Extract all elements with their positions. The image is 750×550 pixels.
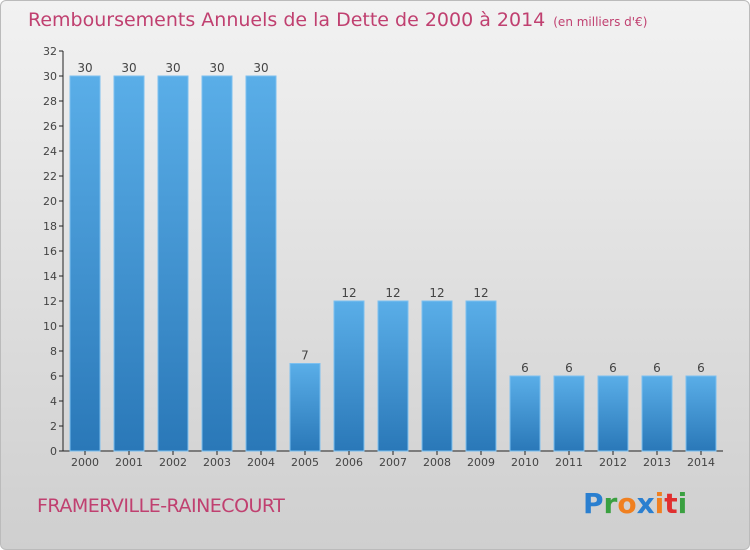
y-tick-label: 28 — [43, 95, 57, 108]
value-label: 6 — [609, 361, 617, 375]
logo-letter: o — [617, 487, 637, 520]
bar-2012 — [597, 375, 629, 452]
x-tick-label: 2003 — [203, 456, 231, 469]
y-tick-label: 2 — [50, 420, 57, 433]
x-tick-label: 2008 — [423, 456, 451, 469]
value-label: 30 — [253, 61, 268, 75]
y-tick-label: 18 — [43, 220, 57, 233]
value-label: 30 — [209, 61, 224, 75]
y-tick-label: 22 — [43, 170, 57, 183]
value-label: 6 — [697, 361, 705, 375]
y-tick-label: 4 — [50, 395, 57, 408]
value-label: 30 — [77, 61, 92, 75]
bar-2005 — [289, 363, 321, 452]
y-tick-label: 30 — [43, 70, 57, 83]
y-tick-label: 16 — [43, 245, 57, 258]
bar-2011 — [553, 375, 585, 452]
value-label: 12 — [429, 286, 444, 300]
x-tick-label: 2012 — [599, 456, 627, 469]
bar-2003 — [201, 75, 233, 452]
bar-2006 — [333, 300, 365, 452]
x-tick-label: 2002 — [159, 456, 187, 469]
x-tick-label: 2005 — [291, 456, 319, 469]
y-tick-label: 12 — [43, 295, 57, 308]
bar-2000 — [69, 75, 101, 452]
y-tick-label: 10 — [43, 320, 57, 333]
value-label: 6 — [565, 361, 573, 375]
x-tick-label: 2010 — [511, 456, 539, 469]
bar-2014 — [685, 375, 717, 452]
value-label: 30 — [165, 61, 180, 75]
logo-letter: i — [677, 487, 688, 520]
x-tick-label: 2006 — [335, 456, 363, 469]
y-tick-label: 24 — [43, 145, 57, 158]
x-tick-label: 2007 — [379, 456, 407, 469]
x-tick-label: 2009 — [467, 456, 495, 469]
x-tick-label: 2011 — [555, 456, 583, 469]
value-label: 12 — [385, 286, 400, 300]
logo-letter: P — [583, 487, 604, 520]
x-tick-label: 2001 — [115, 456, 143, 469]
chart-title: Remboursements Annuels de la Dette de 20… — [28, 9, 647, 31]
bar-2004 — [245, 75, 277, 452]
logo-letter: x — [636, 487, 655, 520]
bar-2009 — [465, 300, 497, 452]
bar-2013 — [641, 375, 673, 452]
value-label: 6 — [521, 361, 529, 375]
value-label: 6 — [653, 361, 661, 375]
bar-2010 — [509, 375, 541, 452]
value-label: 7 — [301, 349, 309, 363]
y-tick-label: 6 — [50, 370, 57, 383]
logo-letter: r — [603, 487, 618, 520]
bar-2002 — [157, 75, 189, 452]
x-tick-label: 2014 — [687, 456, 715, 469]
x-tick-label: 2013 — [643, 456, 671, 469]
y-tick-label: 32 — [43, 45, 57, 58]
x-tick-label: 2004 — [247, 456, 275, 469]
bar-2007 — [377, 300, 409, 452]
bar-2001 — [113, 75, 145, 452]
y-tick-label: 0 — [50, 445, 57, 458]
logo-letter: t — [664, 487, 678, 520]
value-label: 12 — [473, 286, 488, 300]
subtitle-text: (en milliers d'€) — [553, 15, 648, 29]
y-tick-label: 8 — [50, 345, 57, 358]
value-label: 12 — [341, 286, 356, 300]
logo-letter: i — [654, 487, 665, 520]
title-text: Remboursements Annuels de la Dette de 20… — [28, 9, 546, 31]
bar-2008 — [421, 300, 453, 452]
y-tick-label: 26 — [43, 120, 57, 133]
x-tick-label: 2000 — [71, 456, 99, 469]
proxiti-logo: Proxiti — [583, 487, 687, 520]
y-tick-label: 14 — [43, 270, 57, 283]
value-label: 30 — [121, 61, 136, 75]
commune-name: FRAMERVILLE-RAINECOURT — [37, 495, 285, 517]
y-tick-label: 20 — [43, 195, 57, 208]
